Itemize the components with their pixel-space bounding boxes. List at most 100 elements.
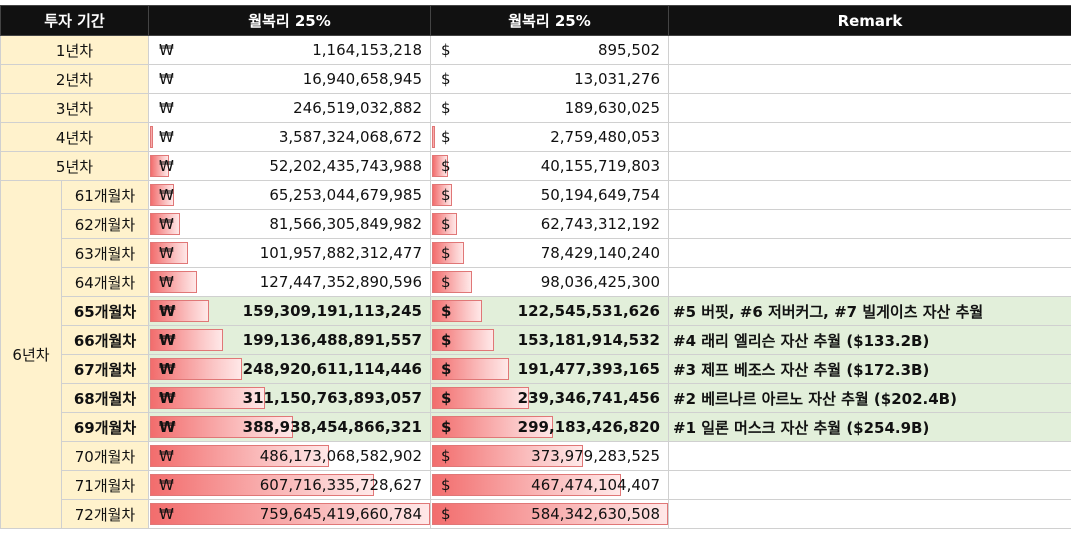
month-label-cell[interactable]: 72개월차 [61,499,149,529]
won-data-bar [150,184,174,206]
won-amount-value: 127,447,352,890,596 [259,273,422,291]
table-row: 68개월차 ₩311,150,763,893,057 $239,346,741,45… [1,383,1071,413]
won-amount-cell[interactable]: ₩1,164,153,218 [148,35,431,65]
month-label-cell[interactable]: 70개월차 [61,441,149,471]
won-amount-cell[interactable]: ₩248,920,611,114,446 [148,354,431,384]
won-amount-value: 607,716,335,728,627 [259,476,422,494]
month-label-cell[interactable]: 71개월차 [61,470,149,500]
remark-cell[interactable] [668,180,1071,210]
won-amount-cell[interactable]: ₩199,136,488,891,557 [148,325,431,355]
usd-amount-cell[interactable]: $189,630,025 [430,93,669,123]
won-amount-cell[interactable]: ₩607,716,335,728,627 [148,470,431,500]
period-label-cell[interactable]: 4년차 [0,122,149,152]
remark-cell[interactable]: #1 일론 머스크 자산 추월 ($254.9B) [668,412,1071,442]
header-remark[interactable]: Remark [668,5,1071,36]
usd-amount-cell[interactable]: $895,502 [430,35,669,65]
won-amount-cell[interactable]: ₩311,150,763,893,057 [148,383,431,413]
remark-cell[interactable] [668,470,1071,500]
won-amount-cell[interactable]: ₩65,253,044,679,985 [148,180,431,210]
won-amount-cell[interactable]: ₩101,957,882,312,477 [148,238,431,268]
remark-cell[interactable] [668,35,1071,65]
remark-cell[interactable]: #4 래리 엘리슨 자산 추월 ($133.2B) [668,325,1071,355]
table-row: 70개월차 ₩486,173,068,582,902 $373,979,283,52… [1,441,1071,471]
month-label-cell[interactable]: 63개월차 [61,238,149,268]
table-row: 3년차 ₩246,519,032,882 $189,630,025 [0,93,1071,123]
won-amount-cell[interactable]: ₩3,587,324,068,672 [148,122,431,152]
usd-currency-symbol: $ [441,215,451,233]
period-label-cell[interactable]: 3년차 [0,93,149,123]
remark-cell[interactable] [668,151,1071,181]
month-label-cell[interactable]: 65개월차 [61,296,149,326]
usd-data-bar [432,329,494,351]
won-amount-cell[interactable]: ₩127,447,352,890,596 [148,267,431,297]
month-label-cell[interactable]: 69개월차 [61,412,149,442]
usd-data-bar [432,474,621,496]
table-row: 71개월차 ₩607,716,335,728,627 $467,474,104,40… [1,470,1071,500]
remark-cell[interactable]: #5 버핏, #6 저버커그, #7 빌게이츠 자산 추월 [668,296,1071,326]
won-amount-cell[interactable]: ₩388,938,454,866,321 [148,412,431,442]
usd-amount-cell[interactable]: $62,743,312,192 [430,209,669,239]
won-data-bar [150,503,430,525]
won-amount-cell[interactable]: ₩759,645,419,660,784 [148,499,431,529]
usd-amount-value: 467,474,104,407 [531,476,660,494]
usd-amount-value: 239,346,741,456 [517,389,660,407]
usd-amount-cell[interactable]: $584,342,630,508 [430,499,669,529]
remark-cell[interactable] [668,64,1071,94]
period-label-cell[interactable]: 5년차 [0,151,149,181]
period-label-cell[interactable]: 1년차 [0,35,149,65]
year6-label-cell[interactable]: 6년차 [0,180,62,529]
usd-amount-value: 2,759,480,053 [550,128,660,146]
month-label-cell[interactable]: 62개월차 [61,209,149,239]
month-label-cell[interactable]: 67개월차 [61,354,149,384]
remark-cell[interactable]: #3 제프 베조스 자산 추월 ($172.3B) [668,354,1071,384]
remark-cell[interactable] [668,209,1071,239]
won-amount-value: 3,587,324,068,672 [278,128,422,146]
won-amount-cell[interactable]: ₩159,309,191,113,245 [148,296,431,326]
usd-amount-cell[interactable]: $153,181,914,532 [430,325,669,355]
table-row: 65개월차 ₩159,309,191,113,245 $122,545,531,62… [1,296,1071,326]
usd-amount-cell[interactable]: $122,545,531,626 [430,296,669,326]
won-amount-cell[interactable]: ₩486,173,068,582,902 [148,441,431,471]
usd-amount-cell[interactable]: $98,036,425,300 [430,267,669,297]
usd-amount-cell[interactable]: $373,979,283,525 [430,441,669,471]
month-label-cell[interactable]: 61개월차 [61,180,149,210]
usd-amount-value: 189,630,025 [564,99,660,117]
remark-cell[interactable]: #2 베르나르 아르노 자산 추월 ($202.4B) [668,383,1071,413]
month-label-cell[interactable]: 66개월차 [61,325,149,355]
won-amount-cell[interactable]: ₩16,940,658,945 [148,64,431,94]
usd-currency-symbol: $ [441,99,451,117]
header-period[interactable]: 투자 기간 [0,5,149,36]
usd-amount-cell[interactable]: $299,183,426,820 [430,412,669,442]
month-label-cell[interactable]: 68개월차 [61,383,149,413]
usd-amount-cell[interactable]: $239,346,741,456 [430,383,669,413]
usd-amount-cell[interactable]: $191,477,393,165 [430,354,669,384]
header-usd-compound[interactable]: 월복리 25% [430,5,669,36]
usd-amount-cell[interactable]: $40,155,719,803 [430,151,669,181]
table-row: 63개월차 ₩101,957,882,312,477 $78,429,140,240 [1,238,1071,268]
usd-currency-symbol: $ [441,70,451,88]
header-won-compound[interactable]: 월복리 25% [148,5,431,36]
remark-cell[interactable] [668,441,1071,471]
remark-cell[interactable] [668,499,1071,529]
usd-amount-value: 191,477,393,165 [517,360,660,378]
period-label-cell[interactable]: 2년차 [0,64,149,94]
won-amount-cell[interactable]: ₩246,519,032,882 [148,93,431,123]
usd-amount-cell[interactable]: $467,474,104,407 [430,470,669,500]
usd-amount-cell[interactable]: $2,759,480,053 [430,122,669,152]
usd-data-bar [432,213,457,235]
month-label-cell[interactable]: 64개월차 [61,267,149,297]
usd-currency-symbol: $ [441,273,451,291]
remark-cell[interactable] [668,93,1071,123]
won-amount-value: 52,202,435,743,988 [269,157,422,175]
usd-amount-cell[interactable]: $50,194,649,754 [430,180,669,210]
remark-cell[interactable] [668,122,1071,152]
won-amount-cell[interactable]: ₩52,202,435,743,988 [148,151,431,181]
won-amount-cell[interactable]: ₩81,566,305,849,982 [148,209,431,239]
won-currency-symbol: ₩ [159,360,176,378]
remark-cell[interactable] [668,238,1071,268]
won-amount-value: 16,940,658,945 [302,70,422,88]
remark-cell[interactable] [668,267,1071,297]
won-currency-symbol: ₩ [159,186,174,204]
usd-amount-cell[interactable]: $13,031,276 [430,64,669,94]
usd-amount-cell[interactable]: $78,429,140,240 [430,238,669,268]
